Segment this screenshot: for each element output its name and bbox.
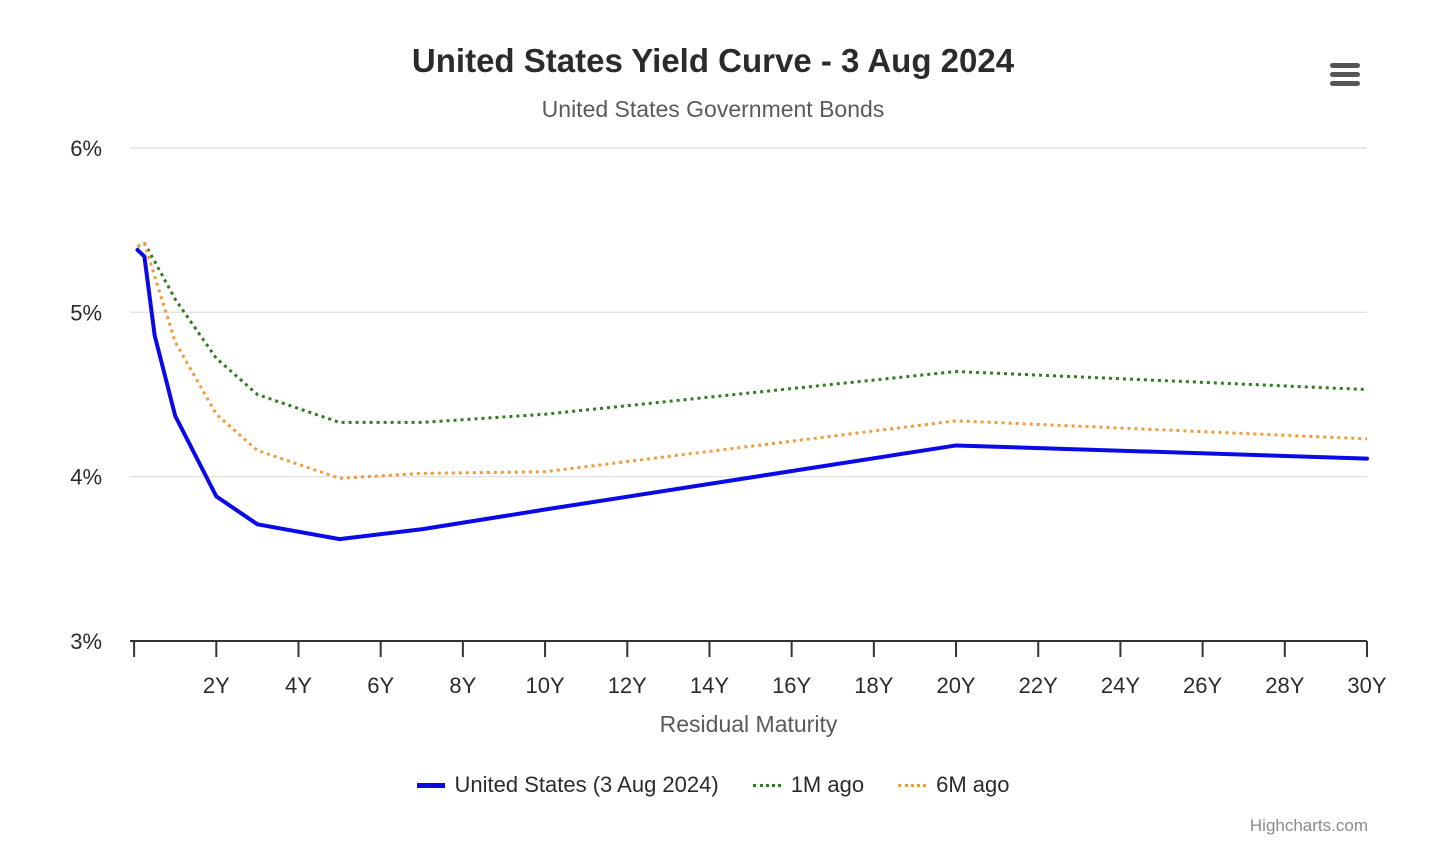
legend-swatch bbox=[898, 783, 927, 787]
legend-swatch bbox=[416, 782, 445, 788]
series-line-1[interactable] bbox=[136, 241, 1368, 424]
y-tick-label: 3% bbox=[70, 629, 102, 654]
y-axis-labels: 3% 4% 5% 6% bbox=[70, 136, 102, 654]
x-tick-label: 14Y bbox=[690, 673, 729, 698]
legend-item[interactable]: 1M ago bbox=[752, 772, 865, 798]
series-line-2[interactable] bbox=[136, 241, 1368, 480]
x-tick-label: 16Y bbox=[772, 673, 811, 698]
x-tick-label: 18Y bbox=[854, 673, 893, 698]
legend-item[interactable]: 6M ago bbox=[898, 772, 1009, 798]
hamburger-menu-icon-bar bbox=[1330, 81, 1360, 86]
series-line-0[interactable] bbox=[135, 247, 1369, 542]
y-tick-label: 4% bbox=[70, 465, 102, 490]
grid-lines bbox=[130, 147, 1367, 478]
x-tick-label: 26Y bbox=[1183, 673, 1222, 698]
x-tick-label: 20Y bbox=[936, 673, 975, 698]
x-tick-label: 12Y bbox=[608, 673, 647, 698]
x-tick-label: 22Y bbox=[1019, 673, 1058, 698]
x-tick-label: 4Y bbox=[285, 673, 312, 698]
legend-label: 1M ago bbox=[790, 772, 865, 797]
hamburger-menu-icon-bar bbox=[1330, 72, 1360, 77]
series-group bbox=[135, 241, 1369, 542]
x-tick-label: 28Y bbox=[1265, 673, 1304, 698]
hamburger-menu-icon bbox=[1330, 63, 1360, 68]
y-tick-label: 5% bbox=[70, 300, 102, 325]
x-tick-label: 30Y bbox=[1347, 673, 1386, 698]
chart-menu-button[interactable] bbox=[1322, 56, 1368, 92]
legend: United States (3 Aug 2024) 1M ago 6M ago bbox=[0, 772, 1426, 798]
credits-link[interactable]: Highcharts.com bbox=[1249, 816, 1368, 835]
x-axis-title: Residual Maturity bbox=[660, 711, 838, 737]
legend-label: 6M ago bbox=[936, 772, 1010, 797]
legend-swatch bbox=[752, 783, 781, 787]
x-tick-label: 6Y bbox=[367, 673, 394, 698]
legend-label: United States (3 Aug 2024) bbox=[454, 772, 719, 797]
chart-subtitle: United States Government Bonds bbox=[541, 96, 885, 122]
legend-item[interactable]: United States (3 Aug 2024) bbox=[416, 772, 719, 798]
x-tick-label: 2Y bbox=[203, 673, 230, 698]
x-axis: 2Y 4Y 6Y 8Y 10Y 12Y 14Y 16Y 18Y 20Y 22Y 24Y 26Y 28Y 30… bbox=[130, 640, 1387, 698]
chart-title: United States Yield Curve - 3 Aug 2024 bbox=[411, 42, 1015, 79]
y-tick-label: 6% bbox=[70, 136, 102, 161]
x-tick-label: 8Y bbox=[449, 673, 476, 698]
x-tick-label: 24Y bbox=[1101, 673, 1140, 698]
x-tick-label: 10Y bbox=[525, 673, 564, 698]
